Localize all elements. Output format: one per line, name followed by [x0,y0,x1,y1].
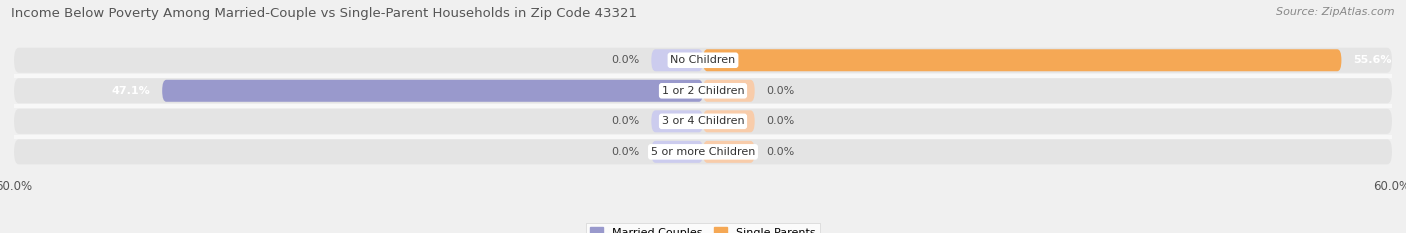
FancyBboxPatch shape [703,49,1341,71]
FancyBboxPatch shape [651,141,703,163]
Text: 3 or 4 Children: 3 or 4 Children [662,116,744,126]
Text: 0.0%: 0.0% [612,55,640,65]
Legend: Married Couples, Single Parents: Married Couples, Single Parents [586,223,820,233]
FancyBboxPatch shape [651,110,703,132]
Text: 0.0%: 0.0% [766,147,794,157]
FancyBboxPatch shape [14,139,1392,164]
FancyBboxPatch shape [651,49,703,71]
FancyBboxPatch shape [162,80,703,102]
FancyBboxPatch shape [703,141,755,163]
Text: 0.0%: 0.0% [766,116,794,126]
FancyBboxPatch shape [703,80,755,102]
Text: Income Below Poverty Among Married-Couple vs Single-Parent Households in Zip Cod: Income Below Poverty Among Married-Coupl… [11,7,637,20]
Text: 1 or 2 Children: 1 or 2 Children [662,86,744,96]
FancyBboxPatch shape [14,109,1392,134]
FancyBboxPatch shape [703,110,755,132]
Text: 55.6%: 55.6% [1353,55,1392,65]
Text: Source: ZipAtlas.com: Source: ZipAtlas.com [1277,7,1395,17]
Text: No Children: No Children [671,55,735,65]
Text: 0.0%: 0.0% [766,86,794,96]
FancyBboxPatch shape [14,78,1392,103]
Text: 47.1%: 47.1% [112,86,150,96]
Text: 0.0%: 0.0% [612,147,640,157]
Text: 5 or more Children: 5 or more Children [651,147,755,157]
FancyBboxPatch shape [14,48,1392,73]
Text: 0.0%: 0.0% [612,116,640,126]
